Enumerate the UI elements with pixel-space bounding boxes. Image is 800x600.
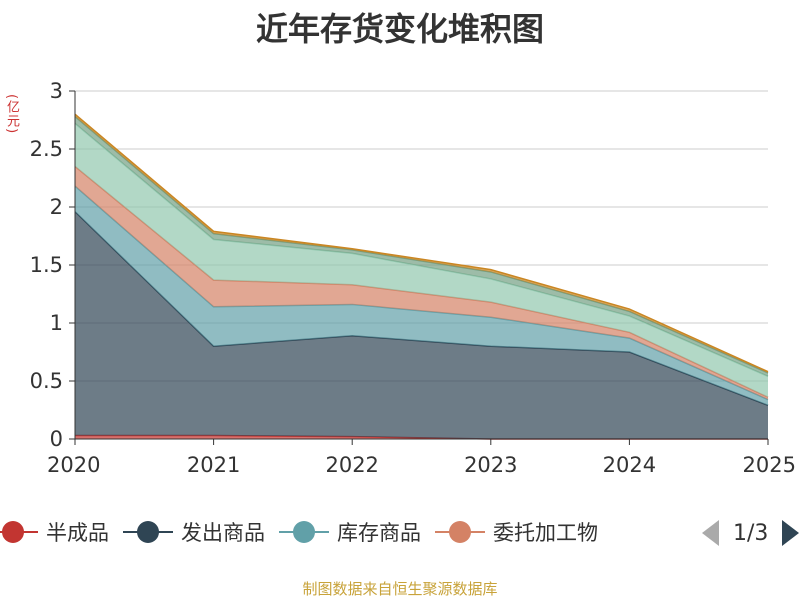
area-series-fill — [75, 186, 768, 406]
legend-next-page-icon[interactable] — [782, 520, 800, 546]
legend-label: 库存商品 — [337, 521, 421, 545]
area-series-fill — [75, 211, 768, 439]
legend-prev-page-icon[interactable] — [702, 520, 719, 546]
legend-label: 半成品 — [46, 521, 109, 545]
legend-item-inventory-goods[interactable]: 库存商品 — [279, 517, 421, 547]
chart-title: 近年存货变化堆积图 — [255, 10, 544, 48]
area-series-line — [74, 115, 769, 374]
x-tick-label: 2024 — [603, 453, 656, 477]
axes: 0 0.5 1 1.5 2 2.5 3 2020 2021 2022 2023 2024 2025 — [30, 79, 796, 477]
legend-swatch-icon — [123, 520, 173, 544]
area-series-fill — [75, 166, 768, 400]
legend-swatch-icon — [435, 520, 485, 544]
legend-label: 委托加工物 — [493, 521, 598, 545]
area-series — [74, 113, 769, 440]
legend-item-semi-finished[interactable]: 半成品 — [0, 517, 109, 547]
y-tick-label: 0 — [50, 427, 63, 451]
legend-swatch-icon — [279, 520, 329, 544]
area-series-line — [74, 113, 769, 373]
legend-item-consigned-processing[interactable]: 委托加工物 — [435, 517, 598, 547]
legend-pager: 1/3 — [702, 520, 800, 546]
data-source-footer: 制图数据来自恒生聚源数据库 — [302, 580, 498, 598]
x-tick-label: 2023 — [464, 453, 517, 477]
legend-label: 发出商品 — [181, 521, 265, 545]
x-tick-label: 2020 — [47, 453, 100, 477]
y-tick-label: 2.5 — [30, 137, 63, 161]
area-series-line — [74, 165, 769, 398]
legend-item-shipped-goods[interactable]: 发出商品 — [123, 517, 265, 547]
y-tick-label: 3 — [50, 79, 63, 103]
y-tick-label: 1.5 — [30, 253, 63, 277]
x-tick-label: 2022 — [325, 453, 378, 477]
y-tick-label: 0.5 — [30, 369, 63, 393]
area-series-fill — [75, 123, 768, 398]
legend: 半成品 发出商品 库存商品 委托加工物 — [0, 512, 800, 552]
x-tick-label: 2021 — [187, 453, 240, 477]
legend-swatch-icon — [0, 520, 38, 544]
y-axis-unit-label: (亿元) — [4, 94, 19, 135]
x-tick-label: 2025 — [743, 453, 796, 477]
y-tick-label: 2 — [50, 195, 63, 219]
y-tick-label: 1 — [50, 311, 63, 335]
legend-page-indicator: 1/3 — [733, 520, 769, 546]
